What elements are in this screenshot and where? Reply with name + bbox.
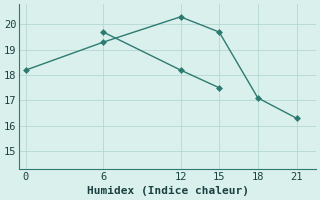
X-axis label: Humidex (Indice chaleur): Humidex (Indice chaleur) bbox=[87, 186, 249, 196]
